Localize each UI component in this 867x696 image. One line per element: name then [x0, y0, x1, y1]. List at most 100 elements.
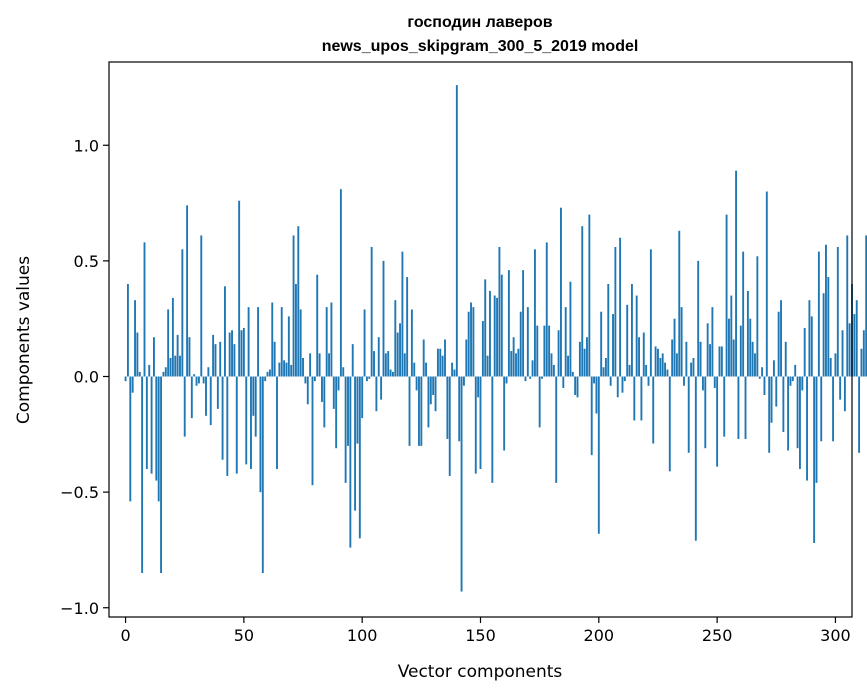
bar: [193, 374, 196, 377]
bar: [259, 376, 262, 493]
bar: [775, 376, 778, 407]
bar: [347, 376, 349, 446]
bar: [829, 358, 832, 377]
bar: [396, 332, 399, 377]
bar: [500, 274, 503, 377]
bar: [389, 369, 392, 377]
bar: [552, 364, 555, 377]
x-tick-label: 200: [584, 626, 615, 645]
bar: [576, 376, 579, 398]
bar: [609, 376, 612, 386]
bar: [848, 323, 851, 377]
bar: [720, 346, 723, 377]
bar: [176, 334, 179, 377]
bar: [129, 376, 132, 502]
x-tick-label: 250: [702, 626, 733, 645]
bar: [706, 323, 709, 377]
bar: [647, 376, 650, 386]
bar: [418, 376, 420, 446]
chart-title: господин лаверов: [407, 14, 552, 31]
bar: [718, 346, 721, 377]
bar: [739, 325, 742, 377]
bar: [354, 376, 357, 511]
bar: [600, 311, 603, 377]
bar: [238, 200, 241, 377]
bar: [446, 376, 449, 439]
bar: [318, 353, 321, 377]
bar: [174, 355, 177, 377]
bar: [164, 367, 167, 377]
bar: [810, 316, 813, 377]
bar: [659, 358, 662, 377]
bar: [150, 376, 153, 474]
bar: [202, 376, 205, 384]
bar: [481, 321, 484, 377]
bar: [254, 376, 257, 437]
bar: [538, 376, 541, 428]
bar: [820, 376, 823, 442]
bar: [410, 309, 413, 377]
bar: [271, 302, 274, 377]
bar: [207, 367, 210, 377]
bar: [526, 307, 529, 377]
bar: [654, 346, 657, 377]
bar: [474, 376, 477, 474]
bar: [761, 367, 764, 377]
bar: [186, 205, 189, 377]
bar: [126, 284, 129, 377]
bar: [593, 376, 596, 384]
bar: [266, 371, 269, 377]
bar: [604, 358, 607, 377]
bar: [373, 351, 375, 377]
bar: [342, 367, 345, 377]
bar: [491, 376, 494, 483]
bar: [453, 369, 456, 377]
bar: [723, 376, 726, 437]
bar: [294, 284, 297, 377]
bar: [268, 369, 271, 377]
bar: [744, 376, 747, 439]
bar: [399, 323, 401, 377]
bar: [325, 307, 328, 377]
bar: [460, 376, 463, 592]
bar: [484, 279, 487, 377]
bar: [649, 249, 652, 377]
bar: [462, 376, 465, 386]
bar: [799, 376, 801, 469]
bar: [803, 327, 806, 377]
bar: [517, 348, 520, 377]
bar: [302, 358, 304, 377]
bar: [683, 376, 685, 386]
bar: [273, 341, 276, 377]
bar: [519, 311, 522, 377]
bar: [772, 360, 775, 377]
bar: [730, 295, 733, 377]
bar: [188, 337, 191, 377]
x-tick-label: 50: [234, 626, 254, 645]
bar: [657, 348, 659, 377]
bar: [477, 376, 480, 398]
bar: [716, 376, 719, 467]
bar: [687, 376, 690, 453]
bar: [134, 300, 136, 377]
bar: [619, 237, 622, 377]
bar: [846, 235, 849, 377]
bar: [664, 362, 667, 377]
bar: [448, 376, 451, 476]
bar: [701, 376, 704, 391]
bar: [836, 247, 839, 377]
bar: [564, 307, 567, 377]
bar: [252, 376, 255, 416]
bar: [545, 242, 548, 377]
x-axis-ticks: 0 50 100 150 200 250 300: [120, 617, 851, 645]
bar: [214, 344, 217, 377]
bar: [316, 274, 319, 377]
bar: [323, 376, 326, 428]
bar: [543, 325, 546, 377]
bar: [633, 376, 636, 421]
bar: [586, 337, 588, 377]
bar: [692, 358, 695, 377]
bar: [311, 376, 314, 486]
bar: [765, 191, 768, 377]
bar: [344, 376, 347, 483]
